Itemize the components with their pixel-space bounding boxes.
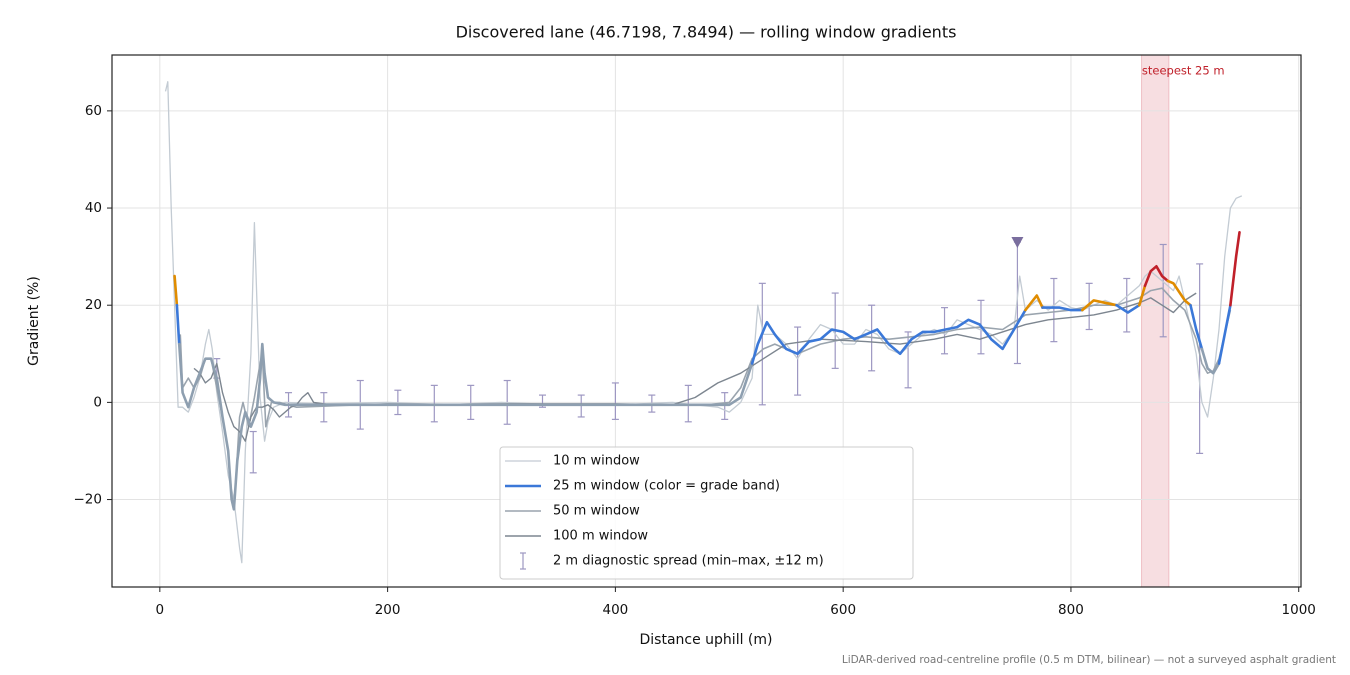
- highlight-label: steepest 25 m: [1142, 64, 1225, 78]
- highlight-span: [1141, 54, 1170, 588]
- plot-frame: [111, 54, 1302, 588]
- legend-label: 25 m window (color = grade band): [553, 479, 780, 494]
- x-tick-label: 800: [1058, 602, 1084, 618]
- line-25m-band: [1229, 231, 1241, 307]
- line-25m-band: [1115, 303, 1141, 314]
- legend-label: 100 m window: [553, 529, 648, 544]
- line-25m-band: [1143, 265, 1170, 288]
- y-tick-label: 40: [85, 200, 102, 216]
- legend-label: 10 m window: [553, 454, 640, 469]
- x-tick-label: 0: [156, 602, 165, 618]
- error-bar: [1050, 277, 1058, 343]
- legend-box: [499, 446, 914, 580]
- line-25m-band: [1200, 347, 1221, 375]
- error-bar: [1159, 243, 1167, 338]
- line-25m-band: [1024, 294, 1044, 312]
- error-bar: [904, 331, 912, 389]
- y-axis-label: Gradient (%): [26, 276, 42, 366]
- legend-swatch: [520, 552, 526, 570]
- line-25m-band: [1217, 303, 1232, 365]
- legend-label: 2 m diagnostic spread (min–max, ±12 m): [553, 554, 824, 569]
- legend: 10 m window 25 m window (color = grade ba…: [499, 446, 914, 580]
- x-axis-label: Distance uphill (m): [640, 632, 773, 648]
- line-25m-band: [750, 308, 1027, 365]
- legend-label: 50 m window: [553, 504, 640, 519]
- line-25m-band: [173, 274, 179, 307]
- error-bar: [794, 326, 802, 396]
- y-tick-label: 60: [85, 103, 102, 119]
- series-line: [193, 292, 1197, 442]
- x-tick-label: 600: [830, 602, 856, 618]
- y-tick-label: 0: [93, 394, 102, 410]
- y-tick-label: −20: [74, 492, 103, 508]
- error-bar: [1196, 263, 1204, 454]
- error-bar: [758, 282, 766, 406]
- x-tick-label: 200: [375, 602, 401, 618]
- line-25m-band: [1138, 284, 1147, 307]
- error-bar: [467, 384, 475, 420]
- line-25m-band: [1166, 279, 1192, 307]
- line-25m-band: [1081, 299, 1118, 312]
- line-25m-band: [175, 303, 181, 346]
- error-bar: [320, 392, 328, 423]
- line-25m-band: [177, 342, 754, 511]
- chart-title: Discovered lane (46.7198, 7.8494) — roll…: [456, 23, 957, 42]
- error-bar: [249, 430, 257, 474]
- y-tick-label: 20: [85, 297, 102, 313]
- line-25m-band: [1189, 303, 1204, 351]
- x-tick-label: 1000: [1282, 602, 1316, 618]
- x-tick-label: 400: [602, 602, 628, 618]
- footnote: LiDAR-derived road-centreline profile (0…: [842, 654, 1336, 666]
- error-bar: [611, 382, 619, 420]
- line-25m-band: [1041, 306, 1084, 312]
- error-bar: [1123, 277, 1131, 333]
- peak-marker: [1011, 237, 1024, 249]
